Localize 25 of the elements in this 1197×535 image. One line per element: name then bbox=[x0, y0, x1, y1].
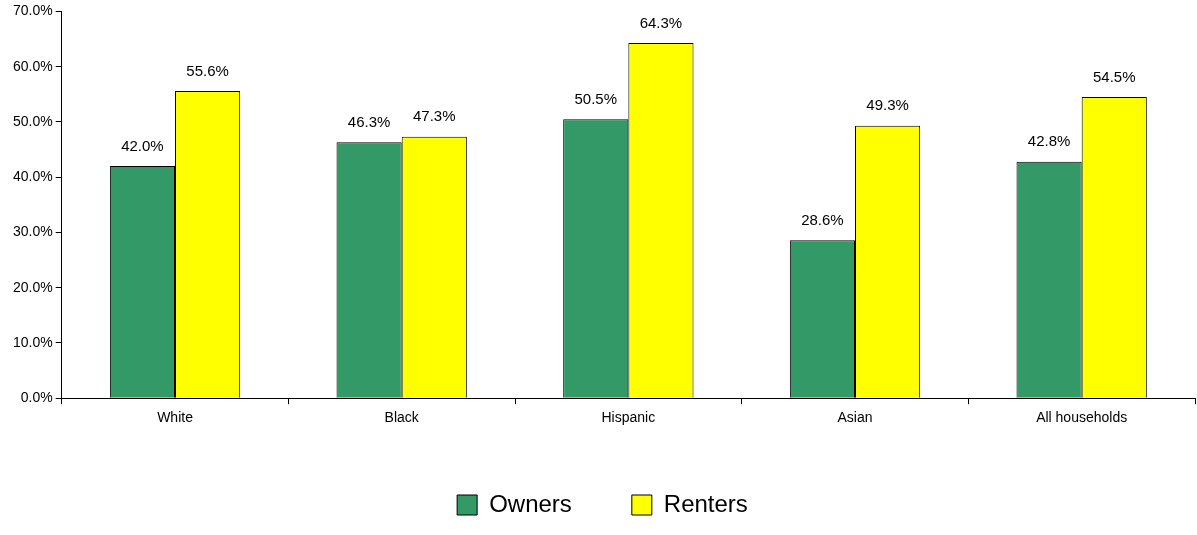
data-label: 47.3% bbox=[413, 107, 456, 125]
data-label: 55.6% bbox=[186, 61, 229, 79]
legend-label: Owners bbox=[489, 489, 572, 517]
x-tick-label: Black bbox=[384, 409, 420, 426]
data-label: 64.3% bbox=[639, 13, 683, 31]
data-label: 49.3% bbox=[866, 96, 909, 114]
y-tick-label: 0.0% bbox=[20, 389, 53, 406]
y-tick-label: 50.0% bbox=[12, 112, 53, 129]
data-label: 42.8% bbox=[1027, 132, 1071, 150]
x-tick-label: Hispanic bbox=[601, 409, 656, 426]
data-label: 50.5% bbox=[574, 89, 618, 107]
x-tick-label: Asian bbox=[837, 409, 873, 426]
data-label: 42.0% bbox=[121, 136, 164, 154]
x-tick-label: All households bbox=[1036, 409, 1128, 426]
data-label: 54.5% bbox=[1092, 67, 1136, 85]
legend-label: Renters bbox=[663, 489, 748, 517]
y-tick-label: 20.0% bbox=[12, 278, 53, 295]
data-label: 46.3% bbox=[347, 113, 391, 130]
y-tick-label: 70.0% bbox=[12, 2, 53, 19]
y-tick-label: 10.0% bbox=[12, 333, 53, 350]
y-tick-label: 40.0% bbox=[12, 168, 53, 185]
data-label: 28.6% bbox=[801, 210, 844, 228]
x-tick-label: White bbox=[157, 409, 194, 426]
y-tick-label: 60.0% bbox=[12, 57, 53, 74]
y-tick-label: 30.0% bbox=[12, 223, 53, 240]
